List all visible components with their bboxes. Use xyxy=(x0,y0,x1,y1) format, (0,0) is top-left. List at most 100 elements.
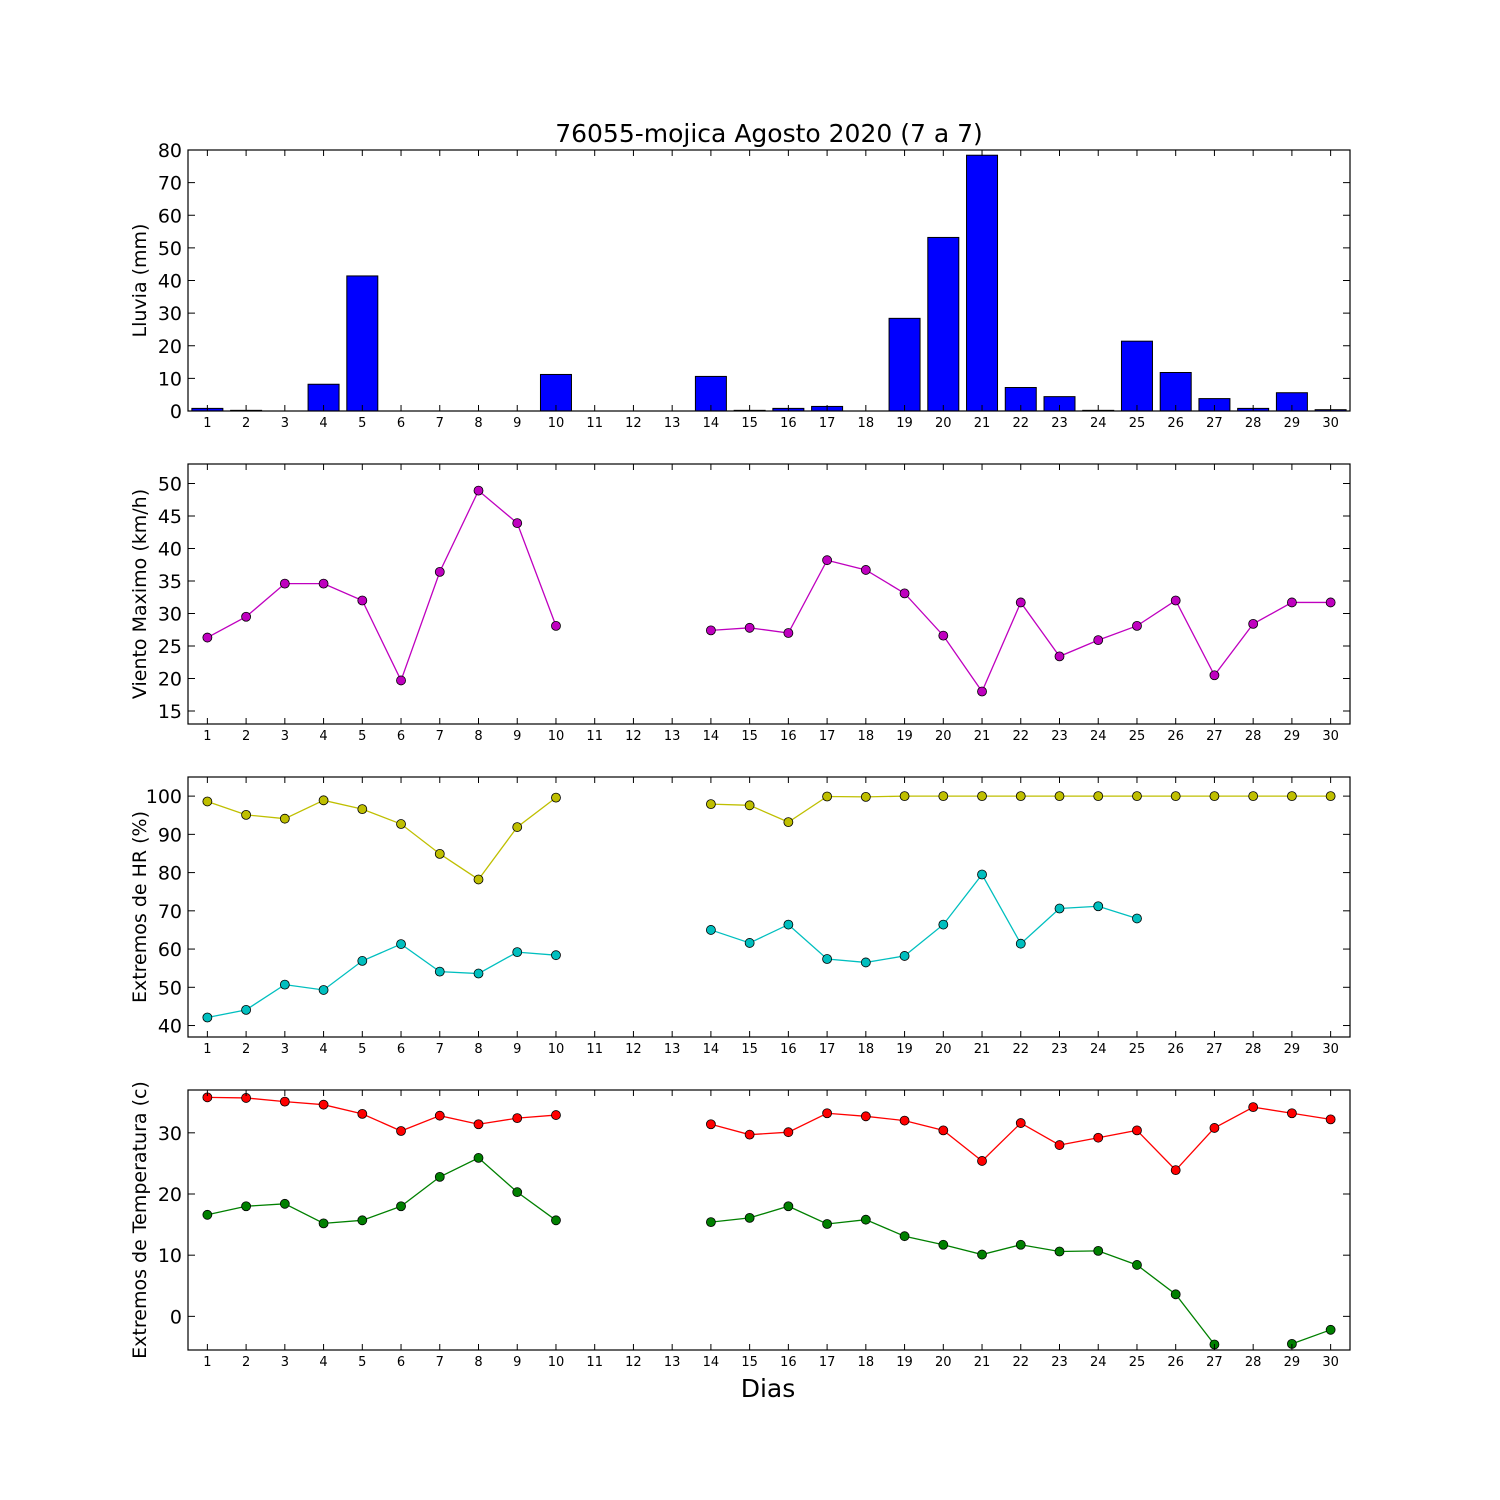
chart-title: 76055-mojica Agosto 2020 (7 a 7) xyxy=(555,119,983,148)
x-tick-label: 6 xyxy=(397,416,405,431)
series-0-point-18 xyxy=(860,565,871,575)
rain-bar-19 xyxy=(888,317,921,412)
series-1-point-7 xyxy=(434,966,445,977)
series-1-point-16 xyxy=(783,1201,794,1212)
x-tick-label: 26 xyxy=(1167,416,1184,431)
series-0-point-14 xyxy=(706,625,716,636)
series-1-point-17 xyxy=(822,1219,832,1229)
series-0-point-6 xyxy=(396,819,406,829)
series-0-point-2 xyxy=(241,809,252,820)
x-tick-label: 20 xyxy=(935,1355,952,1370)
series-0-point-29 xyxy=(1287,791,1297,802)
series-0-point-19 xyxy=(899,588,910,599)
series-0-point-9 xyxy=(512,822,523,832)
series-0-point-3 xyxy=(279,813,290,824)
series-1-point-2 xyxy=(241,1201,252,1212)
y-tick-label: 90 xyxy=(158,824,182,846)
series-1-point-1 xyxy=(202,1209,213,1220)
series-1-point-1 xyxy=(202,1012,213,1023)
x-tick-label: 24 xyxy=(1090,1042,1107,1057)
series-1-point-20 xyxy=(938,1239,949,1250)
x-tick-label: 30 xyxy=(1322,1355,1339,1370)
x-tick-label: 4 xyxy=(319,1355,327,1370)
series-1-point-16 xyxy=(783,919,794,930)
series-1-point-18 xyxy=(860,1214,871,1225)
series-0-point-23 xyxy=(1054,1140,1065,1150)
series-0-point-18 xyxy=(860,1111,871,1122)
y-axis-label: Lluvia (mm) xyxy=(129,224,151,338)
y-tick-label: 10 xyxy=(158,1245,182,1267)
x-tick-label: 18 xyxy=(858,416,875,431)
y-axis-label: Viento Maximo (km/h) xyxy=(129,489,151,699)
x-tick-label: 2 xyxy=(242,1042,250,1057)
series-0-point-23 xyxy=(1054,651,1065,662)
series-0-point-7 xyxy=(434,567,445,577)
x-tick-label: 25 xyxy=(1129,1355,1146,1370)
series-1-point-5 xyxy=(357,956,368,966)
y-tick-label: 80 xyxy=(158,140,182,162)
axes-frame xyxy=(187,776,1351,1038)
x-tick-label: 29 xyxy=(1284,729,1301,744)
series-0-point-16 xyxy=(783,1127,794,1138)
x-tick-label: 7 xyxy=(436,416,444,431)
series-0-point-25 xyxy=(1132,791,1142,802)
series-0-point-17 xyxy=(822,791,832,802)
x-tick-label: 12 xyxy=(625,729,642,744)
x-tick-label: 9 xyxy=(513,729,521,744)
x-tick-label: 2 xyxy=(242,729,250,744)
series-0-point-27 xyxy=(1209,1123,1220,1133)
x-tick-label: 7 xyxy=(436,729,444,744)
x-tick-label: 8 xyxy=(474,416,482,431)
x-tick-label: 3 xyxy=(281,729,289,744)
series-0-point-14 xyxy=(706,799,716,810)
y-tick-label: 20 xyxy=(158,669,182,691)
y-tick-label: 15 xyxy=(158,701,182,723)
series-0-point-14 xyxy=(706,1119,716,1130)
y-tick-label: 100 xyxy=(146,786,182,808)
x-tick-label: 13 xyxy=(664,416,681,431)
x-tick-label: 19 xyxy=(896,1355,913,1370)
x-tick-label: 1 xyxy=(203,1042,211,1057)
series-1-point-14 xyxy=(706,1217,716,1228)
series-0-point-8 xyxy=(473,874,484,885)
series-0-point-24 xyxy=(1093,635,1104,646)
y-tick-label: 50 xyxy=(158,977,182,999)
x-tick-label: 5 xyxy=(358,1042,366,1057)
y-tick-label: 70 xyxy=(158,173,182,195)
series-0-point-15 xyxy=(744,800,755,811)
series-0-point-16 xyxy=(783,817,794,828)
series-0-point-5 xyxy=(357,595,368,606)
x-tick-label: 19 xyxy=(896,416,913,431)
series-0-point-7 xyxy=(434,1110,445,1121)
x-tick-label: 21 xyxy=(974,1042,991,1057)
y-tick-label: 10 xyxy=(158,368,182,390)
x-tick-label: 18 xyxy=(858,1042,875,1057)
series-1-point-19 xyxy=(899,1231,910,1242)
series-0-line-1 xyxy=(710,559,1331,693)
series-0-point-7 xyxy=(434,848,445,859)
series-0-point-25 xyxy=(1132,620,1142,631)
x-tick-label: 23 xyxy=(1051,1355,1068,1370)
x-tick-label: 30 xyxy=(1322,416,1339,431)
series-0-point-22 xyxy=(1015,1118,1026,1128)
series-0-point-26 xyxy=(1170,791,1181,802)
series-0-point-4 xyxy=(318,1099,329,1110)
x-tick-label: 17 xyxy=(819,729,836,744)
x-tick-label: 21 xyxy=(974,1355,991,1370)
series-0-point-27 xyxy=(1209,791,1220,802)
x-tick-label: 14 xyxy=(703,1042,720,1057)
x-tick-label: 14 xyxy=(703,729,720,744)
series-0-point-16 xyxy=(783,628,794,638)
series-0-point-1 xyxy=(202,632,213,643)
series-0-point-10 xyxy=(551,620,561,631)
y-tick-label: 40 xyxy=(158,1016,182,1038)
series-0-point-21 xyxy=(977,1156,987,1166)
x-axis-label: Dias xyxy=(741,1374,796,1403)
x-tick-label: 23 xyxy=(1051,729,1068,744)
series-1-point-25 xyxy=(1132,913,1142,924)
series-1-line-1 xyxy=(710,1205,1215,1345)
x-tick-label: 14 xyxy=(703,1355,720,1370)
x-tick-label: 2 xyxy=(242,416,250,431)
series-1-point-4 xyxy=(318,985,329,995)
